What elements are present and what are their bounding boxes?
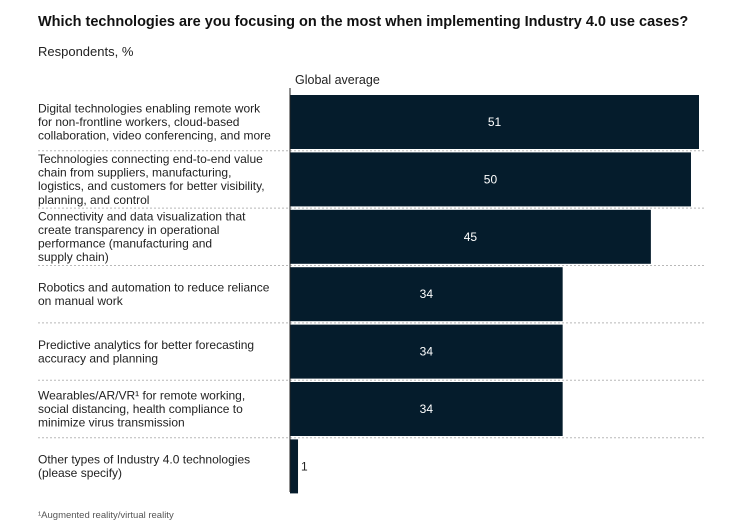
bar <box>290 382 563 436</box>
category-label: Other types of Industry 4.0 technologies… <box>38 453 250 481</box>
bar <box>290 439 299 494</box>
footnote: ¹Augmented reality/virtual reality <box>38 510 174 521</box>
bar <box>290 324 563 379</box>
category-label: Technologies connecting end-to-end value… <box>38 152 265 207</box>
value-label: 34 <box>420 287 434 301</box>
bar <box>290 209 651 264</box>
value-label: 34 <box>420 402 434 416</box>
value-label: 34 <box>420 345 434 359</box>
value-label: 1 <box>301 459 308 473</box>
series-label: Global average <box>295 73 380 87</box>
bar <box>290 152 691 207</box>
value-label: 50 <box>484 172 498 186</box>
chart-title: Which technologies are you focusing on t… <box>38 14 689 30</box>
value-label: 51 <box>488 115 502 129</box>
category-label: Predictive analytics for better forecast… <box>38 338 254 366</box>
category-label: Digital technologies enabling remote wor… <box>38 101 271 142</box>
category-label: Robotics and automation to reduce relian… <box>38 280 270 308</box>
bar <box>290 95 699 149</box>
value-label: 45 <box>464 230 478 244</box>
chart-subtitle: Respondents, % <box>38 44 134 59</box>
category-label: Connectivity and data visualization that… <box>38 209 246 264</box>
category-label: Wearables/AR/VR¹ for remote working, soci… <box>38 388 245 429</box>
bar <box>290 267 563 322</box>
